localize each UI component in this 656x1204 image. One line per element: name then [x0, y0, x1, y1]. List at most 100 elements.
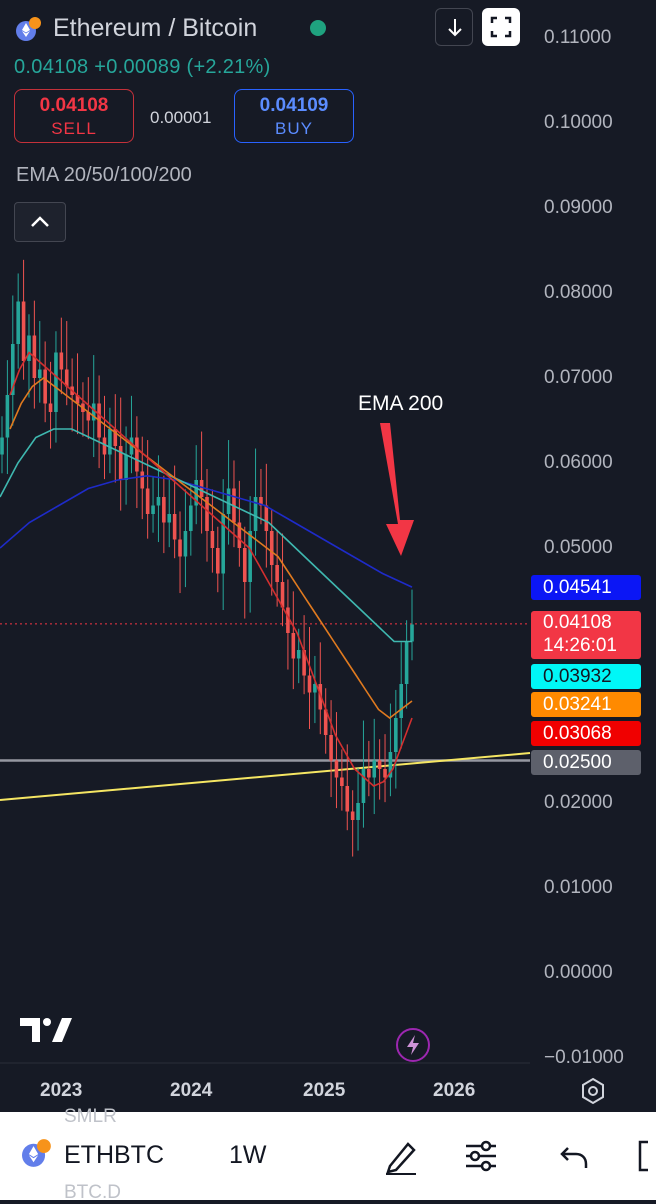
candle-body — [16, 301, 20, 344]
buy-label: BUY — [275, 119, 313, 138]
candle-body — [226, 488, 231, 514]
candle-body — [280, 582, 285, 608]
indicator-legend[interactable]: EMA 20/50/100/200 — [16, 164, 192, 186]
candle-body — [129, 437, 134, 455]
arrow-down-icon — [448, 19, 462, 37]
candle-body — [291, 633, 296, 659]
time-axis-label: 2026 — [433, 1080, 476, 1101]
lightning-icon[interactable] — [395, 1027, 431, 1063]
price-axis-label: 0.01000 — [544, 877, 613, 898]
candle-body — [86, 412, 91, 421]
ema200-line — [0, 474, 413, 588]
candle-body — [75, 395, 80, 404]
candle-body — [162, 497, 166, 523]
market-open-indicator — [310, 20, 326, 36]
price-axis-label: 0.02000 — [544, 792, 613, 813]
candle-body — [151, 505, 155, 514]
candle-body — [199, 480, 204, 497]
candle-body — [237, 522, 242, 548]
download-button[interactable] — [435, 8, 473, 46]
candle-body — [313, 684, 317, 693]
candle-body — [118, 446, 123, 480]
candle-body — [253, 497, 258, 531]
candle-body — [0, 437, 4, 455]
candle-body — [399, 684, 404, 718]
candle-body — [102, 437, 107, 455]
ema100-line — [0, 428, 412, 643]
sell-label: SELL — [51, 119, 97, 138]
eth-btc-coin-icon — [22, 1139, 51, 1167]
buy-price: 0.04109 — [259, 95, 329, 116]
price-tag-value: 0.03932 — [543, 666, 612, 687]
settings-icon[interactable] — [578, 1076, 608, 1106]
candle-body — [135, 437, 139, 472]
candle-body — [145, 488, 150, 514]
candle-body — [388, 752, 393, 778]
price-tag: 0.03241 — [531, 692, 641, 717]
price-tag-value: 0.03068 — [543, 723, 612, 744]
candle-body — [221, 514, 225, 574]
candle-body — [5, 395, 10, 438]
candle-body — [183, 531, 188, 557]
price-axis-label: 0.07000 — [544, 367, 613, 388]
candle-body — [27, 335, 31, 361]
price-tag-value: 0.04108 — [543, 612, 612, 633]
candle-body — [108, 429, 112, 455]
buy-button[interactable]: 0.04109 BUY — [234, 89, 354, 143]
candle-body — [394, 718, 398, 752]
bar-countdown: 14:26:01 — [543, 635, 617, 656]
candle-body — [194, 480, 199, 506]
candle-body — [172, 514, 177, 540]
fullscreen-icon — [490, 16, 512, 38]
candle-body — [167, 514, 172, 523]
candle-body — [275, 565, 279, 582]
candle-body — [248, 531, 252, 582]
candle-body — [37, 369, 42, 378]
sell-button[interactable]: 0.04108 SELL — [14, 89, 134, 143]
candle-body — [215, 548, 220, 574]
pair-title: Ethereum / Bitcoin — [53, 14, 258, 42]
candle-body — [205, 497, 209, 531]
price-axis-label: 0.06000 — [544, 452, 613, 473]
undo-icon[interactable] — [558, 1142, 592, 1172]
drawing-tool-icon[interactable] — [382, 1136, 420, 1176]
price-axis-label: 0.09000 — [544, 197, 613, 218]
candle-body — [367, 769, 371, 778]
price-axis-label: 0.05000 — [544, 537, 613, 558]
spread-value: 0.00001 — [150, 108, 212, 127]
candle-body — [323, 709, 328, 735]
interval-selector[interactable]: 1W — [229, 1141, 267, 1169]
ghost-symbol-below: BTC.D — [64, 1182, 121, 1203]
price-axis-label: 0.00000 — [544, 962, 613, 983]
trend-line — [0, 752, 531, 801]
fullscreen-button[interactable] — [482, 8, 520, 46]
candle-body — [59, 352, 64, 370]
candle-body — [259, 497, 263, 506]
candle-body — [296, 650, 301, 659]
more-panel-icon[interactable] — [634, 1138, 656, 1174]
candle-body — [178, 539, 182, 557]
collapse-legend-button[interactable] — [14, 202, 66, 242]
candle-body — [329, 735, 333, 761]
eth-btc-coin-icon — [16, 17, 41, 41]
candle-body — [189, 505, 193, 531]
candle-body — [10, 344, 15, 395]
candle-body — [124, 454, 128, 480]
candle-body — [113, 429, 118, 446]
candle-body — [383, 769, 387, 778]
time-axis-label: 2025 — [303, 1080, 346, 1101]
candle-body — [48, 403, 53, 412]
candle-body — [210, 531, 215, 548]
price-axis-label: −0.01000 — [544, 1047, 624, 1068]
annotation-arrow — [380, 423, 414, 556]
symbol-selector[interactable]: ETHBTC — [64, 1141, 164, 1169]
indicators-icon[interactable] — [462, 1138, 500, 1174]
candle-body — [377, 760, 382, 769]
ghost-symbol-above: SMLR — [64, 1106, 117, 1127]
candle-body — [340, 777, 344, 786]
candle-body — [264, 505, 269, 531]
price-chart[interactable] — [0, 0, 656, 1112]
price-tag-value: 0.03241 — [543, 694, 612, 715]
candle-body — [242, 548, 247, 582]
price-tag: 0.03068 — [531, 721, 641, 746]
